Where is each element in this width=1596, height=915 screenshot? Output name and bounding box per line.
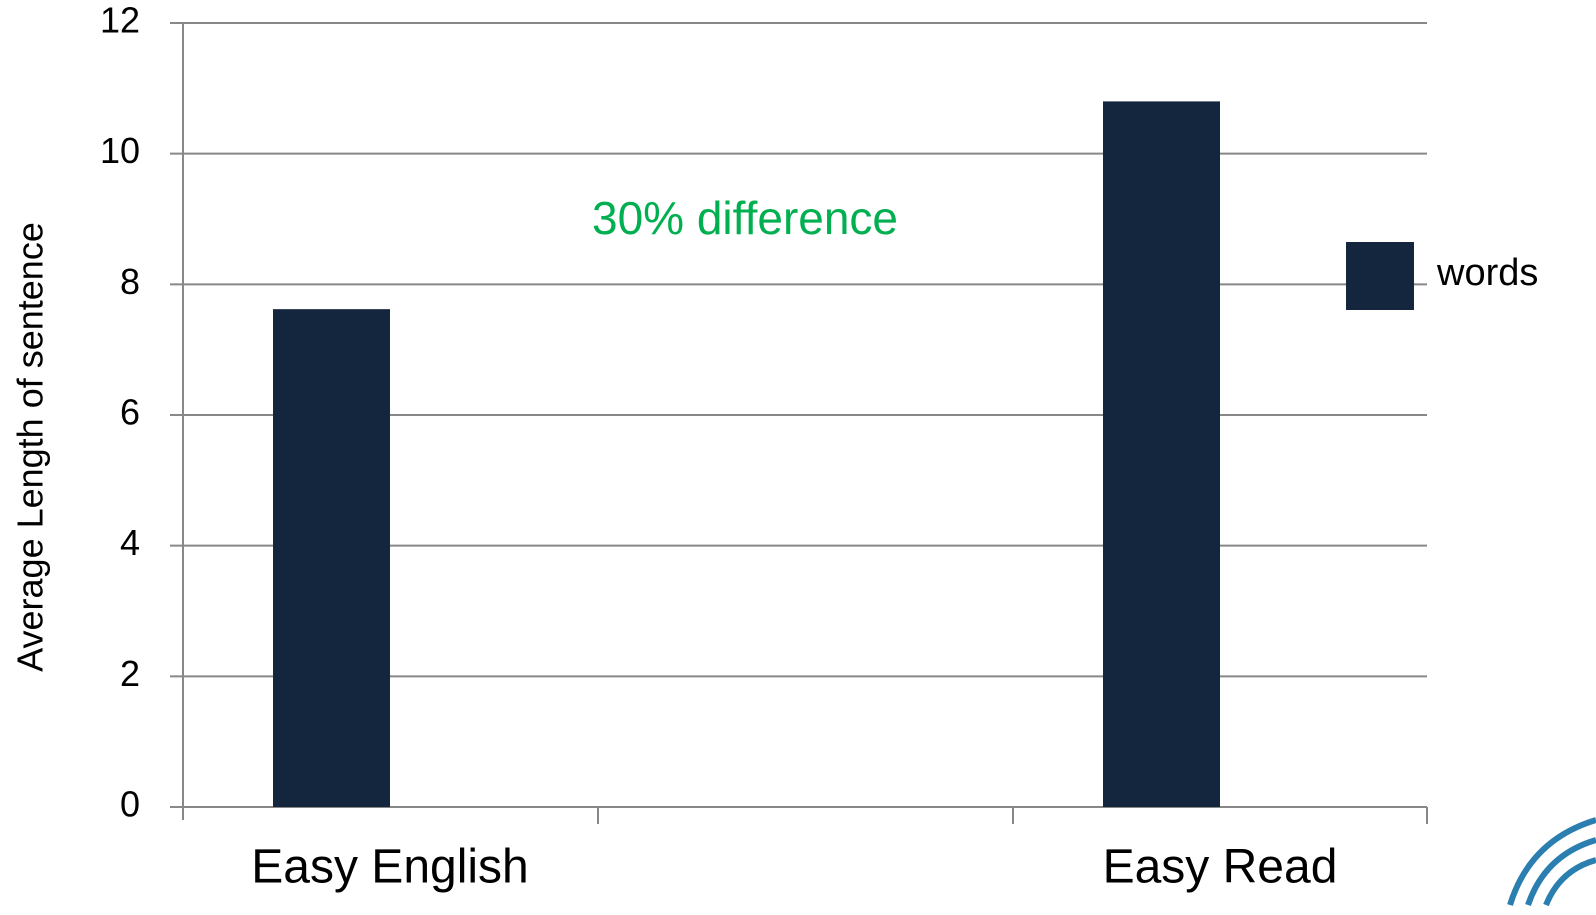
x-tick-label: Easy Read	[1103, 841, 1338, 894]
logo-arc	[1525, 837, 1596, 906]
y-tick-label: 2	[120, 653, 140, 694]
y-tick-label: 6	[120, 392, 140, 433]
logo-arc	[1543, 857, 1596, 907]
bar	[1103, 101, 1220, 807]
y-tick-label: 0	[120, 784, 140, 825]
y-axis-label: Average Length of sentence	[10, 222, 51, 672]
x-tick-label: Easy English	[251, 841, 528, 894]
y-tick-label: 12	[100, 0, 140, 41]
logo	[1507, 817, 1596, 907]
annotation: 30% difference	[592, 192, 898, 244]
y-tick-label: 4	[120, 522, 140, 563]
legend-swatch	[1346, 242, 1414, 310]
y-tick-label: 8	[120, 261, 140, 302]
bar	[273, 309, 390, 807]
y-tick-label: 10	[100, 130, 140, 171]
legend-label: words	[1436, 252, 1538, 294]
logo-arc	[1507, 817, 1596, 906]
